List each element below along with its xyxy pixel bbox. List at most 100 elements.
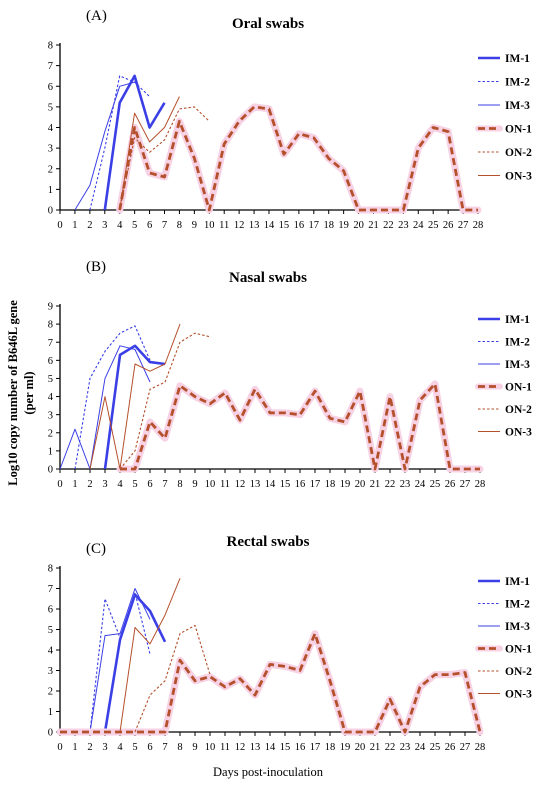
x-tick-label: 18 (325, 479, 336, 490)
x-tick-label: 5 (132, 479, 137, 490)
legend-label: ON-3 (505, 689, 532, 701)
series-line-im-2 (74, 325, 151, 470)
series-line-im-1 (60, 593, 167, 734)
legend-label: ON-1 (505, 382, 532, 394)
x-tick-label: 19 (338, 220, 349, 231)
y-tick-label: 2 (48, 164, 53, 175)
x-tick-label: 3 (102, 479, 107, 490)
legend-entry: IM-1 (478, 576, 530, 588)
y-tick-label: 6 (48, 356, 53, 367)
y-tick-label: 3 (48, 144, 53, 155)
series-line-on-1 (60, 632, 482, 734)
series-line-im-2 (89, 75, 150, 211)
y-tick-label: 5 (48, 625, 53, 636)
y-tick-label: 0 (48, 206, 53, 217)
x-tick-label: 6 (147, 479, 152, 490)
x-tick-label: 12 (235, 742, 246, 753)
series-halo-on-1 (116, 380, 484, 473)
legend-label: IM-2 (505, 599, 530, 611)
y-axis-label-line-1: Log10 copy number of B646L gene (6, 300, 20, 486)
x-tick-label: 28 (475, 742, 486, 753)
y-tick-label: 3 (48, 410, 53, 421)
series-line-on-3 (89, 323, 181, 470)
x-tick-label: 27 (458, 220, 469, 231)
x-tick-label: 21 (368, 220, 379, 231)
y-tick-label: 0 (48, 465, 53, 476)
series-halo-on-1 (116, 103, 482, 214)
series-line-im-3 (89, 588, 151, 733)
legend-label: ON-3 (505, 171, 532, 183)
legend-label: IM-1 (505, 314, 530, 326)
x-tick-label: 20 (355, 742, 366, 753)
y-tick-label: 8 (48, 41, 53, 52)
y-tick-label: 0 (48, 728, 53, 739)
x-tick-label: 26 (445, 742, 456, 753)
x-tick-label: 10 (205, 742, 216, 753)
x-tick-label: 27 (460, 742, 471, 753)
x-tick-label: 8 (177, 479, 182, 490)
legend-entry: IM-2 (478, 599, 530, 611)
legend-entry: IM-2 (478, 77, 530, 89)
legend-label: IM-1 (505, 53, 530, 65)
series-line-im-3 (59, 345, 151, 470)
y-tick-label: 5 (48, 374, 53, 385)
x-tick-label: 27 (460, 479, 471, 490)
x-tick-label: 13 (250, 479, 261, 490)
legend-label: IM-3 (505, 621, 530, 633)
x-tick-label: 11 (220, 742, 230, 753)
x-tick-label: 18 (325, 742, 336, 753)
x-tick-label: 0 (57, 742, 62, 753)
x-tick-label: 23 (400, 742, 411, 753)
x-tick-label: 7 (162, 220, 167, 231)
series-line-im-2 (89, 592, 151, 733)
y-tick-label: 6 (48, 605, 53, 616)
x-tick-label: 8 (177, 220, 182, 231)
x-tick-label: 7 (162, 479, 167, 490)
x-tick-label: 26 (445, 479, 456, 490)
legend-entry: ON-1 (475, 124, 532, 136)
x-tick-label: 23 (398, 220, 409, 231)
x-tick-label: 21 (370, 479, 381, 490)
y-tick-label: 2 (48, 428, 53, 439)
x-tick-label: 11 (219, 220, 229, 231)
x-tick-label: 23 (400, 479, 411, 490)
x-tick-label: 17 (310, 479, 321, 490)
x-tick-label: 14 (264, 220, 275, 231)
x-tick-label: 2 (87, 220, 92, 231)
legend-entry: IM-3 (478, 100, 530, 112)
x-tick-label: 6 (147, 742, 152, 753)
x-tick-label: 19 (340, 479, 351, 490)
legend-label: IM-3 (505, 359, 530, 371)
x-tick-label: 10 (205, 479, 216, 490)
x-tick-label: 25 (430, 479, 441, 490)
x-tick-label: 17 (310, 742, 321, 753)
x-tick-label: 22 (385, 479, 396, 490)
legend-label: IM-2 (505, 77, 530, 89)
x-tick-label: 3 (102, 742, 107, 753)
panel-label: (B) (86, 259, 106, 275)
x-axis-label: Days post-inoculation (213, 765, 324, 779)
x-tick-label: 15 (280, 479, 291, 490)
series-line-on-2 (119, 106, 210, 211)
series-line-im-3 (74, 81, 135, 211)
y-tick-label: 1 (48, 446, 53, 457)
x-tick-label: 3 (102, 220, 107, 231)
series-line-on-3 (119, 578, 181, 733)
x-tick-label: 2 (87, 742, 92, 753)
legend-entry: IM-3 (478, 359, 530, 371)
x-tick-label: 1 (72, 479, 77, 490)
y-tick-label: 7 (48, 61, 53, 72)
x-tick-label: 24 (413, 220, 424, 231)
x-tick-label: 7 (162, 742, 167, 753)
legend-entry: ON-3 (478, 171, 532, 183)
x-tick-label: 21 (370, 742, 381, 753)
y-axis-label-unit: (per ml) (22, 371, 36, 414)
legend-entry: IM-2 (478, 337, 530, 349)
y-tick-label: 4 (48, 646, 54, 657)
y-tick-label: 6 (48, 82, 53, 93)
x-tick-label: 25 (430, 742, 441, 753)
x-tick-label: 0 (57, 220, 62, 231)
